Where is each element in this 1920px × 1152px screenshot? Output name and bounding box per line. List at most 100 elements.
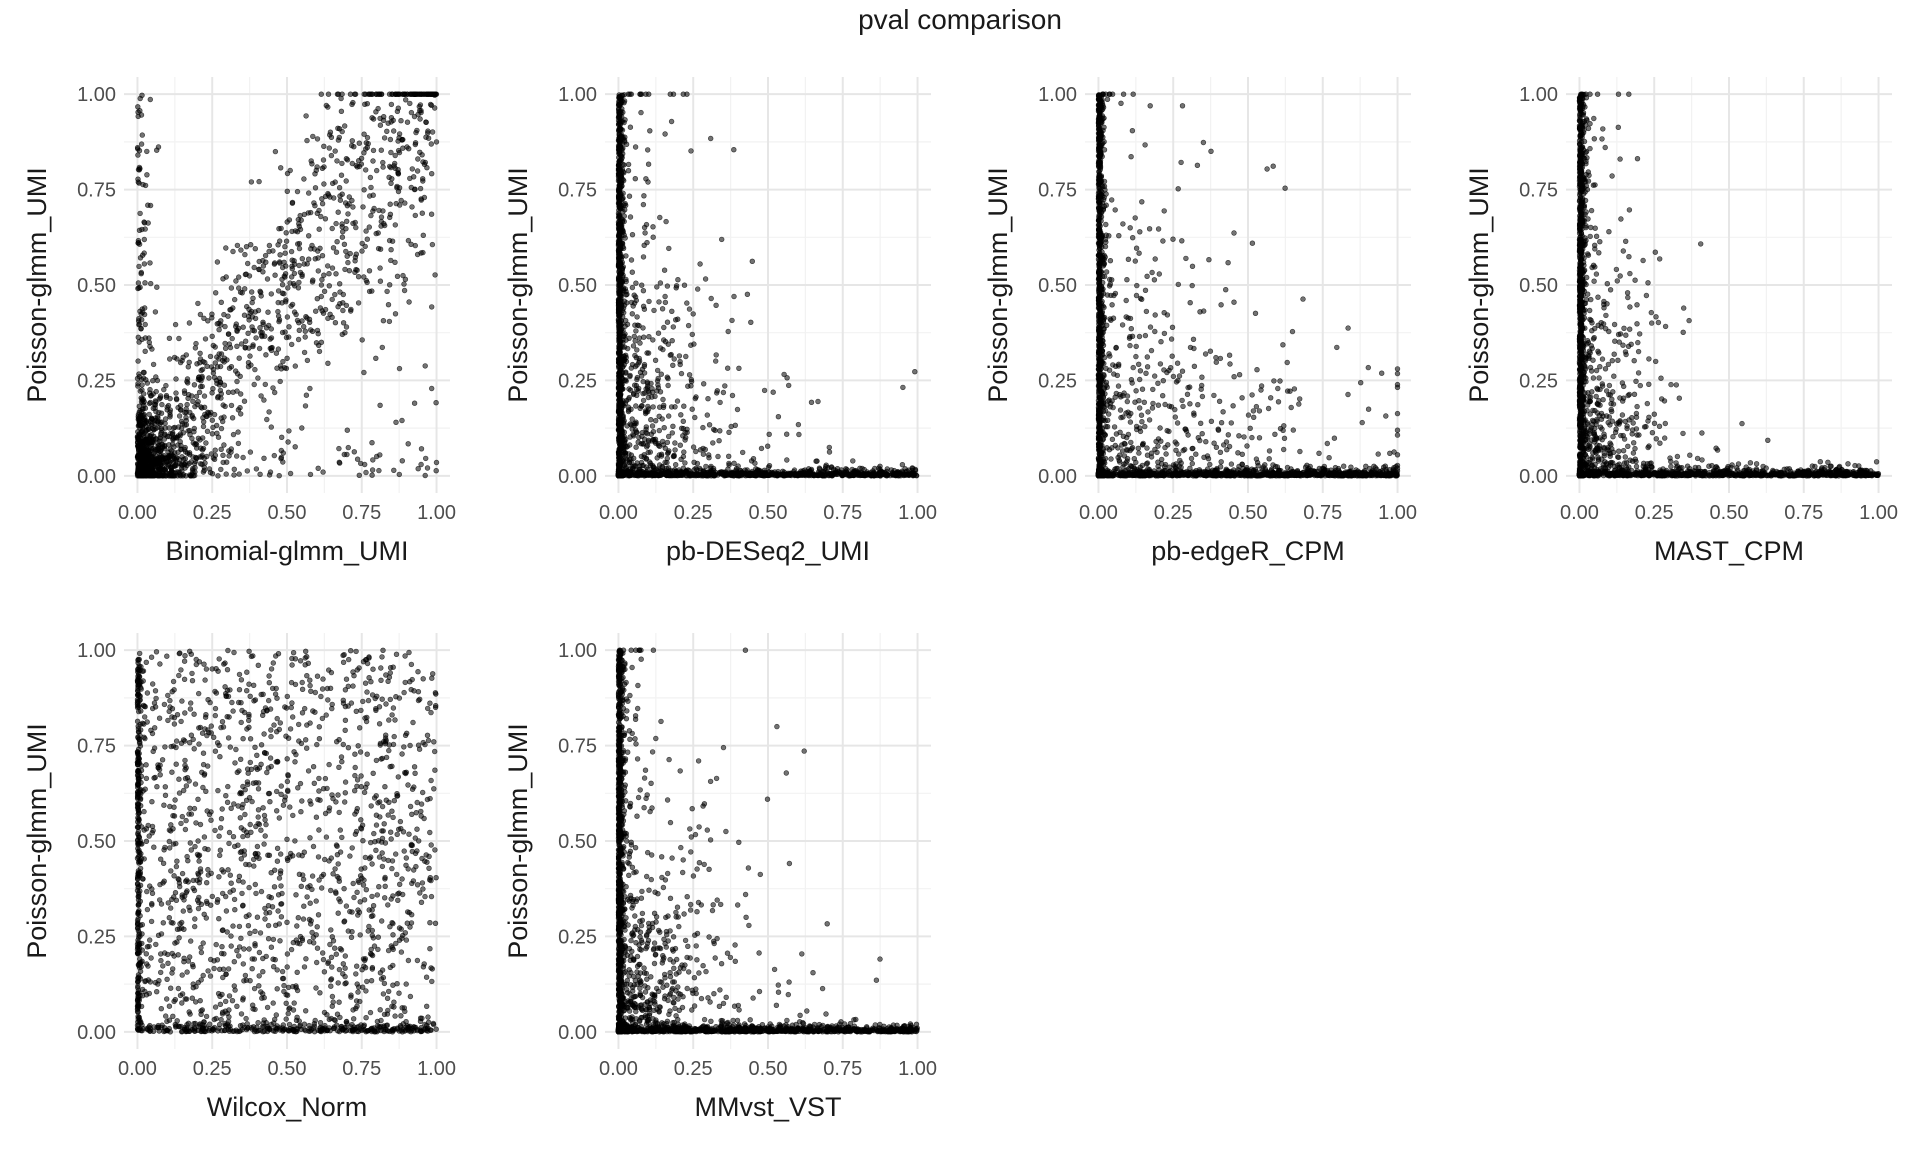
scatter-point: [229, 335, 235, 342]
scatter-point: [214, 364, 221, 370]
scatter-point: [135, 152, 141, 158]
scatter-point: [616, 322, 622, 328]
scatter-point: [368, 184, 374, 191]
scatter-point: [891, 471, 897, 478]
scatter-point: [1133, 388, 1139, 394]
scatter-point: [287, 167, 293, 174]
scatter-point: [154, 284, 160, 290]
scatter-point: [199, 447, 206, 453]
scatter-point: [656, 427, 662, 434]
scatter-point: [1184, 391, 1191, 397]
scatter-point: [617, 112, 623, 118]
scatter-point: [138, 141, 145, 147]
scatter-point: [652, 440, 659, 446]
scatter-point: [142, 462, 148, 469]
scatter-point: [378, 91, 385, 97]
scatter-point: [140, 375, 147, 381]
scatter-point: [236, 285, 242, 291]
scatter-point: [725, 328, 731, 335]
scatter-point: [729, 317, 735, 324]
scatter-point: [281, 259, 287, 265]
scatter-point: [202, 460, 208, 466]
scatter-point: [636, 323, 642, 329]
scatter-point: [865, 471, 872, 477]
scatter-point: [713, 352, 719, 358]
scatter-point: [656, 404, 663, 410]
scatter-point: [240, 324, 246, 330]
scatter-point: [349, 160, 355, 167]
scatter-point: [702, 276, 709, 282]
scatter-point: [218, 425, 225, 432]
scatter-point: [159, 401, 165, 408]
scatter-point: [315, 465, 321, 471]
scatter-point: [218, 299, 225, 305]
scatter-point: [787, 472, 793, 478]
scatter-point: [211, 374, 218, 381]
scatter-point: [395, 147, 402, 154]
scatter-point: [161, 459, 167, 465]
scatter-point: [163, 392, 170, 399]
scatter-point: [284, 314, 291, 320]
scatter-point: [664, 319, 671, 325]
scatter-point: [246, 345, 252, 351]
scatter-point: [712, 358, 719, 364]
scatter-point: [757, 471, 763, 477]
scatter-point: [432, 272, 438, 278]
scatter-point: [180, 430, 187, 436]
scatter-point: [277, 252, 283, 258]
scatter-point: [428, 211, 435, 217]
scatter-point: [215, 395, 221, 401]
scatter-point: [726, 429, 732, 435]
scatter-point: [264, 276, 271, 282]
x-axis-title: Binomial-glmm_UMI: [165, 536, 408, 566]
scatter-point: [409, 204, 415, 210]
scatter-point: [387, 214, 393, 221]
scatter-point: [235, 440, 242, 447]
scatter-point: [415, 466, 421, 472]
scatter-point: [1116, 233, 1122, 239]
scatter-point: [231, 466, 238, 472]
scatter-point: [277, 260, 283, 266]
scatter-point: [195, 300, 201, 307]
scatter-point: [370, 158, 376, 164]
scatter-point: [628, 91, 634, 97]
scatter-point: [912, 369, 918, 375]
scatter-point: [229, 415, 236, 421]
scatter-point: [158, 453, 164, 460]
scatter-point: [268, 291, 274, 297]
scatter-point: [156, 396, 163, 402]
scatter-point: [650, 234, 656, 240]
scatter-point: [210, 342, 217, 349]
scatter-point: [138, 448, 145, 455]
scatter-point: [344, 451, 350, 458]
scatter-point: [136, 339, 142, 345]
scatter-point: [333, 220, 339, 227]
scatter-point: [683, 353, 689, 360]
scatter-point: [216, 327, 222, 333]
scatter-point: [631, 292, 637, 298]
scatter-point: [634, 314, 640, 320]
scatter-point: [1146, 226, 1153, 232]
scatter-point: [234, 242, 241, 249]
scatter-point: [328, 152, 335, 159]
scatter-point: [222, 345, 229, 351]
scatter-point: [210, 386, 216, 392]
scatter-point: [394, 108, 401, 115]
scatter-point: [419, 152, 425, 158]
scatter-point: [186, 320, 193, 326]
scatter-point: [177, 470, 183, 476]
scatter-point: [255, 307, 262, 314]
scatter-point: [218, 466, 224, 473]
scatter-point: [344, 427, 350, 433]
scatter-point: [389, 91, 395, 97]
scatter-point: [377, 122, 384, 128]
scatter-point: [302, 403, 309, 409]
scatter-point: [258, 293, 264, 299]
scatter-point: [186, 460, 192, 467]
scatter-point: [316, 348, 323, 355]
scatter-point: [292, 283, 298, 289]
scatter-point: [675, 277, 681, 283]
scatter-point: [338, 108, 345, 115]
panel-binomial-glmm-umi: 0.00 0.25 0.50 0.75 1.000.000.250.500.751.00…: [22, 77, 456, 566]
scatter-point: [766, 431, 772, 437]
